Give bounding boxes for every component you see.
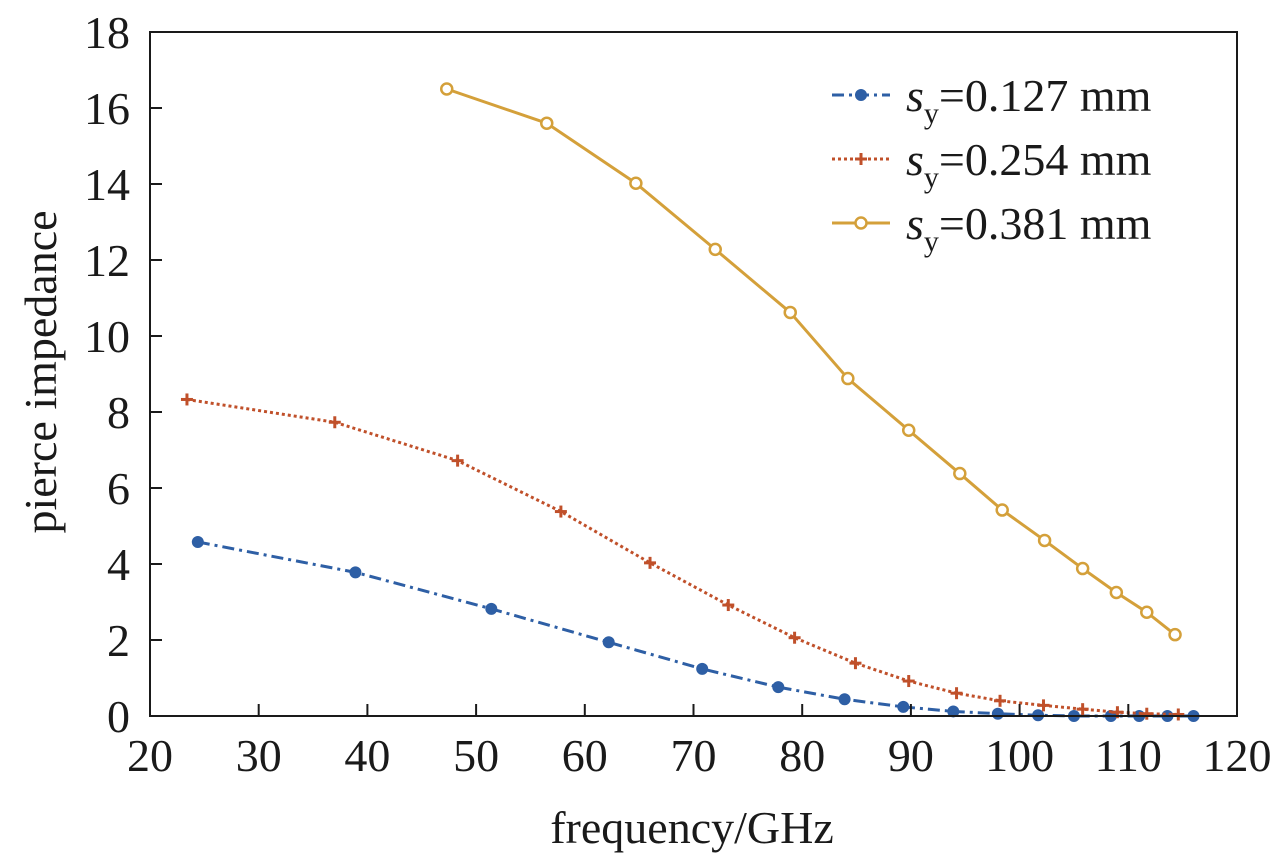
data-point	[1140, 707, 1153, 720]
x-tick-label: 100	[985, 730, 1054, 781]
data-point	[1075, 561, 1090, 576]
series-2	[180, 393, 1185, 721]
data-point	[180, 393, 193, 406]
legend-label: sy=0.254 mm	[906, 134, 1152, 194]
data-point	[1076, 703, 1089, 716]
legend-entry: sy=0.127 mm	[832, 70, 1152, 130]
legend-entry: sy=0.254 mm	[832, 134, 1152, 194]
data-point	[602, 636, 615, 649]
y-tick-label: 10	[84, 311, 130, 362]
data-point	[722, 599, 735, 612]
data-point	[950, 687, 963, 700]
data-point	[349, 566, 362, 579]
data-point	[1140, 605, 1154, 620]
data-point	[897, 700, 910, 713]
data-point	[708, 242, 722, 257]
x-tick-label: 60	[562, 730, 608, 781]
y-tick-label: 16	[84, 83, 130, 134]
plot-marks	[180, 82, 1200, 722]
y-tick-label: 8	[107, 387, 130, 438]
data-point	[485, 602, 498, 615]
data-point	[841, 371, 855, 386]
data-point	[191, 535, 204, 548]
y-tick-label: 4	[107, 539, 130, 590]
data-point	[854, 216, 868, 230]
data-point	[1168, 627, 1182, 642]
data-point	[451, 454, 464, 467]
y-axis-ticks: 0 2 4 6 8 10 12 14 16 18	[84, 7, 162, 742]
data-point	[783, 305, 797, 320]
x-tick-label: 40	[344, 730, 390, 781]
data-point	[696, 662, 709, 675]
y-axis-label: pierce impedance	[15, 210, 66, 533]
data-point	[1172, 708, 1185, 721]
data-point	[901, 423, 916, 437]
x-tick-label: 110	[1095, 730, 1162, 781]
x-tick-label: 80	[779, 730, 825, 781]
x-axis-ticks: 20 30 40 50 60 70 80 90 100 110 120	[127, 704, 1272, 781]
data-point	[994, 694, 1007, 707]
data-point	[991, 707, 1004, 720]
data-point	[855, 89, 867, 101]
x-tick-label: 20	[127, 730, 173, 781]
x-tick-label: 70	[671, 730, 717, 781]
x-tick-label: 50	[453, 730, 499, 781]
data-point	[855, 153, 867, 165]
data-point	[328, 416, 341, 429]
data-point	[440, 82, 454, 96]
legend-label: sy=0.127 mm	[906, 70, 1152, 130]
data-point	[629, 176, 643, 190]
data-point	[838, 693, 851, 706]
x-tick-label: 30	[236, 730, 282, 781]
x-axis-label: frequency/GHz	[550, 802, 834, 853]
y-tick-label: 0	[107, 691, 130, 742]
data-point	[1037, 699, 1050, 712]
data-point	[554, 505, 567, 518]
x-tick-label: 120	[1203, 730, 1272, 781]
series-3	[440, 82, 1182, 642]
y-tick-label: 14	[84, 159, 130, 210]
x-tick-label: 90	[888, 730, 934, 781]
y-tick-label: 2	[107, 615, 130, 666]
y-tick-label: 18	[84, 7, 130, 58]
series-1	[191, 535, 1200, 722]
legend-entry: sy=0.381 mm	[832, 198, 1152, 258]
data-point	[1109, 585, 1124, 600]
series-line	[446, 87, 1176, 636]
y-tick-label: 12	[84, 235, 130, 286]
data-point	[1037, 533, 1052, 548]
legend-label: sy=0.381 mm	[906, 198, 1152, 258]
data-point	[902, 675, 915, 688]
data-point	[995, 503, 1009, 517]
data-point	[644, 556, 657, 569]
data-point	[953, 466, 967, 481]
data-point	[540, 116, 554, 130]
series-line	[197, 540, 1194, 718]
data-point	[772, 681, 785, 694]
series-line	[186, 397, 1179, 716]
data-point	[788, 631, 801, 644]
data-point	[849, 657, 862, 670]
y-tick-label: 6	[107, 463, 130, 514]
